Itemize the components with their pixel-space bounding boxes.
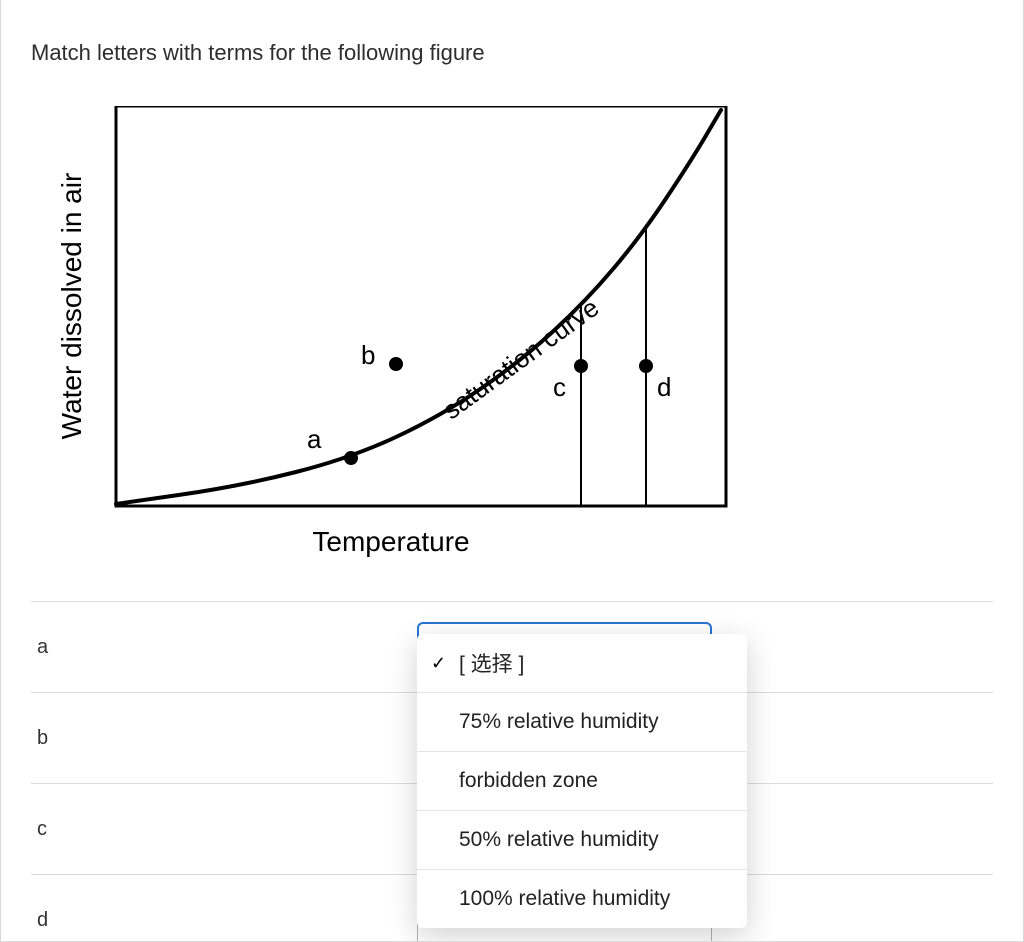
- figure-svg: a b c d saturation curve Temperature Water dis…: [41, 106, 741, 576]
- svg-text:c: c: [553, 372, 566, 402]
- svg-text:saturation curve: saturation curve: [437, 292, 604, 425]
- svg-text:b: b: [361, 340, 375, 370]
- row-label: c: [31, 818, 417, 841]
- svg-text:Water dissolved in air: Water dissolved in air: [56, 173, 87, 440]
- question-prompt: Match letters with terms for the followi…: [31, 40, 993, 66]
- dropdown-option[interactable]: 50% relative humidity: [417, 811, 747, 870]
- row-label: b: [31, 727, 417, 750]
- svg-text:a: a: [307, 424, 322, 454]
- select-dropdown: [ 选择 ]75% relative humidityforbidden zon…: [417, 634, 747, 928]
- figure: a b c d saturation curve Temperature Water dis…: [41, 106, 741, 576]
- dropdown-option[interactable]: 75% relative humidity: [417, 693, 747, 752]
- svg-text:d: d: [657, 372, 671, 402]
- question-page: Match letters with terms for the followi…: [0, 0, 1024, 942]
- dropdown-option[interactable]: forbidden zone: [417, 752, 747, 811]
- dropdown-option[interactable]: 100% relative humidity: [417, 870, 747, 928]
- dropdown-option[interactable]: [ 选择 ]: [417, 634, 747, 693]
- row-label: d: [31, 909, 417, 932]
- svg-text:Temperature: Temperature: [312, 526, 469, 557]
- row-label: a: [31, 636, 417, 659]
